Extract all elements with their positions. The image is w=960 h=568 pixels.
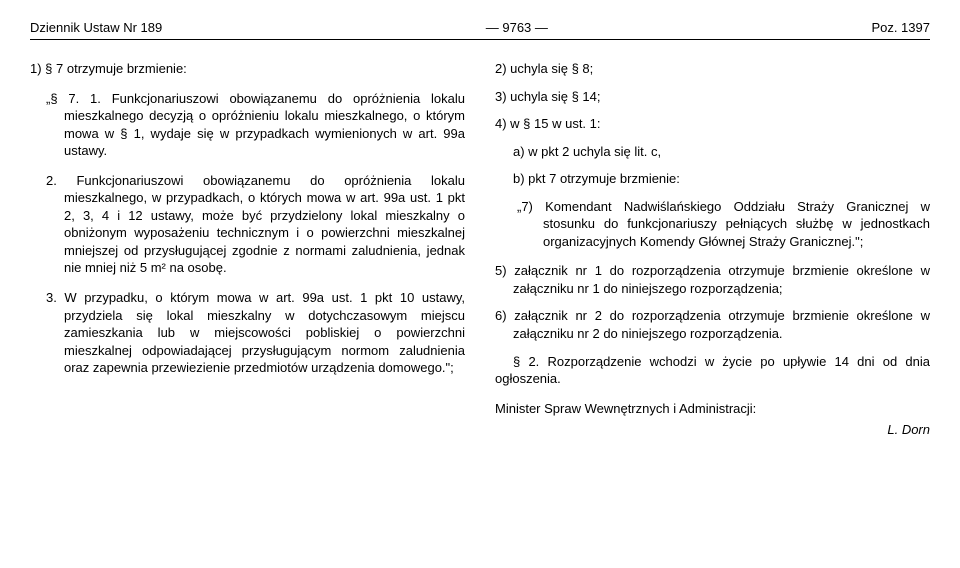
header-right: Poz. 1397 — [871, 20, 930, 35]
page-header: Dziennik Ustaw Nr 189 — 9763 — Poz. 1397 — [30, 20, 930, 40]
para-1: 1) § 7 otrzymuje brzmienie: — [30, 60, 465, 78]
item-2: 2) uchyla się § 8; — [495, 60, 930, 78]
item-4b-quote: „7) Komendant Nadwiślańskiego Oddziału S… — [495, 198, 930, 251]
item-4a: a) w pkt 2 uchyla się lit. c, — [495, 143, 930, 161]
closing-para: § 2. Rozporządzenie wchodzi w życie po u… — [495, 353, 930, 388]
item-4b: b) pkt 7 otrzymuje brzmienie: — [495, 170, 930, 188]
header-left: Dziennik Ustaw Nr 189 — [30, 20, 162, 35]
para-2: „§ 7. 1. Funkcjonariuszowi obowiązanemu … — [30, 90, 465, 160]
right-column: 2) uchyla się § 8; 3) uchyla się § 14; 4… — [495, 60, 930, 439]
item-4: 4) w § 15 w ust. 1: — [495, 115, 930, 133]
header-center: — 9763 — — [486, 20, 548, 35]
signature-title: Minister Spraw Wewnętrznych i Administra… — [495, 400, 930, 418]
item-6: 6) załącznik nr 2 do rozporządzenia otrz… — [495, 307, 930, 342]
left-column: 1) § 7 otrzymuje brzmienie: „§ 7. 1. Fun… — [30, 60, 465, 439]
content-columns: 1) § 7 otrzymuje brzmienie: „§ 7. 1. Fun… — [30, 60, 930, 439]
item-3: 3) uchyla się § 14; — [495, 88, 930, 106]
para-4: 3. W przypadku, o którym mowa w art. 99a… — [30, 289, 465, 377]
item-5: 5) załącznik nr 1 do rozporządzenia otrz… — [495, 262, 930, 297]
para-3: 2. Funkcjonariuszowi obowiązanemu do opr… — [30, 172, 465, 277]
signature-name: L. Dorn — [495, 421, 930, 439]
